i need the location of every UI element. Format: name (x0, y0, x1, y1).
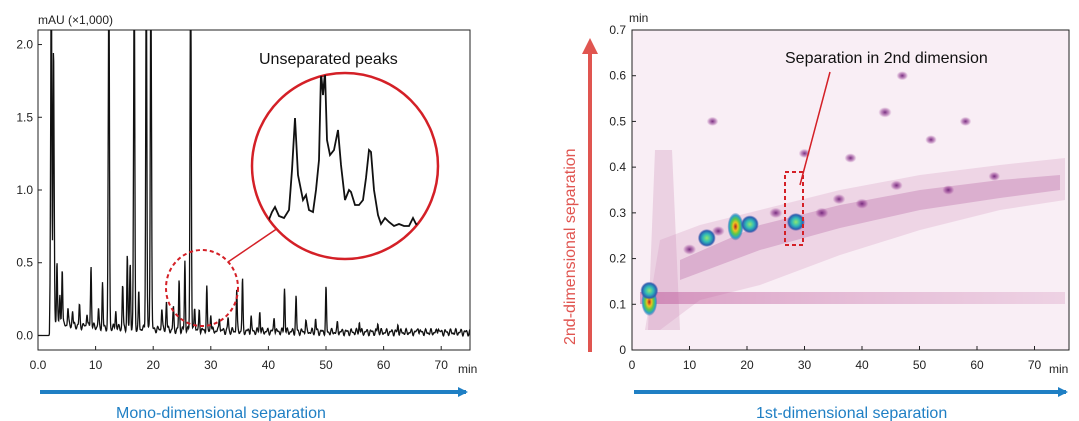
heatmap-spot (832, 194, 846, 205)
heatmap-spot (942, 185, 955, 195)
unseparated-peaks-inset (250, 71, 440, 261)
left-y-unit: mAU (×1,000) (38, 13, 113, 27)
annotation-connector (799, 71, 831, 186)
second-dimensional-caption: 2nd-dimensional separation (562, 148, 579, 345)
two-d-contour-chart: 0 0.1 0.2 0.3 0.4 0.5 0.6 0.7 0 10 20 30 40 50 60 70 m… (562, 11, 1070, 421)
second-dimension-highlight-box (784, 171, 804, 246)
right-y-tick-label: 0.1 (609, 297, 626, 311)
mono-dimensional-caption: Mono-dimensional separation (116, 405, 326, 421)
right-y-axis: 0 0.1 0.2 0.3 0.4 0.5 0.6 0.7 (609, 23, 636, 357)
heatmap-spots (640, 71, 1001, 316)
heatmap-spot (896, 71, 909, 81)
right-y-tick-label: 0.2 (609, 252, 626, 266)
left-x-tick-label: 0.0 (30, 358, 47, 372)
heatmap-spot (890, 180, 903, 191)
left-x-tick-label: 60 (377, 358, 391, 372)
heatmap-spot (640, 281, 659, 300)
heatmap-spot (878, 107, 892, 118)
heatmap-background (640, 71, 1065, 330)
heatmap-spot (988, 171, 1001, 181)
heatmap-spot (697, 229, 716, 247)
left-x-unit: min (458, 362, 477, 376)
chromatogram-trace (38, 30, 470, 338)
left-y-axis: 0.0 0.5 1.0 1.5 2.0 (16, 38, 42, 342)
heatmap-spot (740, 215, 759, 234)
heatmap-spot (855, 198, 869, 209)
right-x-unit: min (1049, 362, 1068, 376)
inset-connector (227, 227, 279, 263)
right-x-tick-label: 0 (629, 358, 636, 372)
heatmap-spot (682, 244, 697, 255)
heatmap-spot (706, 116, 719, 126)
left-x-tick-label: 70 (435, 358, 449, 372)
heatmap-spot (711, 226, 725, 237)
left-y-tick-label: 0.5 (16, 256, 33, 270)
right-y-tick-label: 0 (619, 343, 626, 357)
left-y-tick-label: 1.0 (16, 183, 33, 197)
heatmap-spot (959, 116, 972, 126)
second-dimension-label: Separation in 2nd dimension (785, 50, 988, 67)
unseparated-peaks-label: Unseparated peaks (259, 51, 398, 68)
right-x-tick-label: 30 (798, 358, 812, 372)
heatmap-spot (769, 207, 783, 219)
right-x-tick-label: 10 (683, 358, 697, 372)
heatmap-spot (844, 153, 857, 163)
right-y-unit: min (629, 11, 648, 25)
right-x-tick-label: 20 (740, 358, 754, 372)
heatmap-spot (727, 212, 744, 241)
chromatogram-chart: 0.0 0.5 1.0 1.5 2.0 0.0 10 20 30 40 50 60 70 mAU (×… (16, 13, 477, 421)
right-x-tick-label: 70 (1028, 358, 1042, 372)
right-x-tick-label: 40 (855, 358, 869, 372)
first-dimensional-caption: 1st-dimensional separation (756, 405, 947, 421)
right-y-tick-label: 0.7 (609, 23, 626, 37)
left-y-tick-label: 0.0 (16, 328, 33, 342)
right-y-tick-label: 0.6 (609, 69, 626, 83)
right-x-axis: 0 10 20 30 40 50 60 70 (629, 346, 1042, 372)
unseparated-region-marker (165, 249, 239, 327)
right-y-tick-label: 0.3 (609, 206, 626, 220)
left-y-tick-label: 2.0 (16, 38, 33, 52)
right-y-tick-label: 0.5 (609, 114, 626, 128)
right-plot-frame (631, 29, 1070, 351)
left-x-tick-label: 10 (89, 358, 103, 372)
left-y-tick-label: 1.5 (16, 110, 33, 124)
right-x-tick-label: 50 (913, 358, 927, 372)
left-x-tick-label: 40 (262, 358, 276, 372)
right-x-tick-label: 60 (970, 358, 984, 372)
left-x-axis: 0.0 10 20 30 40 50 60 70 (30, 346, 449, 372)
right-y-tick-label: 0.4 (609, 160, 626, 174)
heatmap-spot (925, 135, 937, 145)
left-x-tick-label: 20 (147, 358, 161, 372)
heatmap-spot (815, 207, 829, 219)
heatmap-spot (786, 213, 805, 231)
left-x-tick-label: 50 (319, 358, 333, 372)
second-dimension-arrow (582, 38, 598, 352)
left-x-tick-label: 30 (204, 358, 218, 372)
